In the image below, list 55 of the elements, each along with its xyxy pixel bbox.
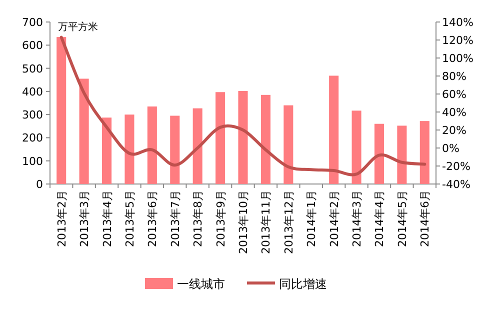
bar [216, 92, 226, 184]
bar [284, 105, 294, 184]
legend-label: 一线城市 [177, 277, 225, 291]
y-tick-label: 500 [22, 62, 43, 76]
y2-tick-label: 100% [442, 52, 474, 65]
bar [329, 76, 339, 184]
y-tick-label: 300 [22, 108, 43, 122]
x-tick-label: 2014年1月 [305, 190, 318, 247]
bar [56, 37, 66, 184]
y2-tick-label: 60% [442, 88, 466, 101]
bar [397, 126, 407, 184]
bar [124, 114, 134, 184]
x-tick-label: 2013年6月 [146, 190, 160, 247]
bar [79, 78, 89, 184]
bar [147, 106, 157, 184]
y2-tick-label: 120% [442, 34, 474, 47]
x-tick-label: 2013年5月 [123, 190, 136, 247]
legend-label: 同比增速 [279, 277, 327, 291]
y-tick-label: 400 [22, 85, 43, 98]
line-series [60, 36, 426, 176]
y2-tick-label: -20% [442, 160, 470, 173]
x-tick-label: 2014年2月 [328, 190, 341, 247]
x-tick-label: 2013年2月 [55, 190, 68, 247]
y-tick-label: 700 [22, 16, 43, 29]
x-tick-label: 2014年4月 [373, 190, 386, 247]
y2-tick-label: 140% [442, 16, 474, 29]
y2-tick-label: -40% [442, 178, 470, 191]
x-tick-label: 2013年7月 [168, 190, 182, 247]
x-tick-label: 2013年9月 [214, 190, 228, 247]
x-tick-label: 2014年6月 [418, 190, 432, 247]
y-tick-label: 0 [36, 178, 43, 191]
x-tick-label: 2013年8月 [192, 190, 205, 247]
bar [170, 116, 180, 184]
y2-tick-label: 20% [442, 124, 466, 137]
x-tick-label: 2013年11月 [260, 190, 273, 254]
y2-tick-label: 80% [442, 70, 466, 83]
y-tick-label: 100 [22, 154, 43, 168]
x-tick-label: 2013年10月 [237, 190, 250, 254]
y-tick-label: 200 [22, 132, 43, 145]
y2-tick-label: 0% [442, 142, 460, 155]
bar [238, 90, 248, 184]
x-tick-label: 2014年3月 [350, 190, 364, 247]
bar [102, 118, 112, 184]
bar [420, 121, 430, 184]
bar [260, 94, 270, 184]
bar [192, 108, 202, 184]
bar [352, 110, 362, 184]
y2-tick-label: 40% [442, 106, 466, 119]
x-tick-label: 2013年12月 [282, 190, 296, 254]
x-tick-label: 2013年3月 [78, 190, 92, 247]
x-tick-label: 2013年4月 [100, 190, 114, 247]
y-tick-label: 600 [22, 39, 43, 52]
bar [374, 124, 384, 184]
y-axis-title: 万平方米 [58, 21, 98, 33]
x-tick-label: 2014年5月 [396, 190, 409, 247]
